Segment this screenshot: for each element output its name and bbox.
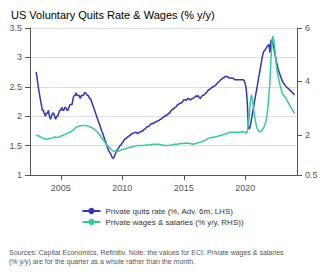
svg-text:2010: 2010 xyxy=(112,183,132,193)
svg-text:2: 2 xyxy=(17,111,22,121)
svg-text:2015: 2015 xyxy=(174,183,194,193)
svg-text:3: 3 xyxy=(17,52,22,62)
svg-text:2020: 2020 xyxy=(235,183,255,193)
svg-text:1.5: 1.5 xyxy=(9,141,22,151)
svg-text:Private quits rate (%, Adv. 6m: Private quits rate (%, Adv. 6m, LHS) xyxy=(105,207,233,216)
svg-text:6: 6 xyxy=(305,23,310,33)
svg-text:3.5: 3.5 xyxy=(9,23,22,33)
svg-text:2.5: 2.5 xyxy=(9,82,22,92)
svg-text:2: 2 xyxy=(305,130,310,140)
svg-text:US Voluntary Quits Rate & Wage: US Voluntary Quits Rate & Wages (% y/y) xyxy=(11,9,215,21)
svg-text:2005: 2005 xyxy=(51,183,71,193)
svg-text:Private wages & salaries (% y/: Private wages & salaries (% y/y, RHS)) xyxy=(105,218,243,227)
svg-text:(% y/y) are for the quarter as: (% y/y) are for the quarter as a whole r… xyxy=(9,258,195,266)
svg-text:1: 1 xyxy=(17,170,22,180)
svg-text:Sources: Capital Economics, Re: Sources: Capital Economics, Refinitiv. N… xyxy=(9,249,284,257)
svg-text:0.5: 0.5 xyxy=(305,170,318,180)
svg-text:4: 4 xyxy=(305,76,310,86)
